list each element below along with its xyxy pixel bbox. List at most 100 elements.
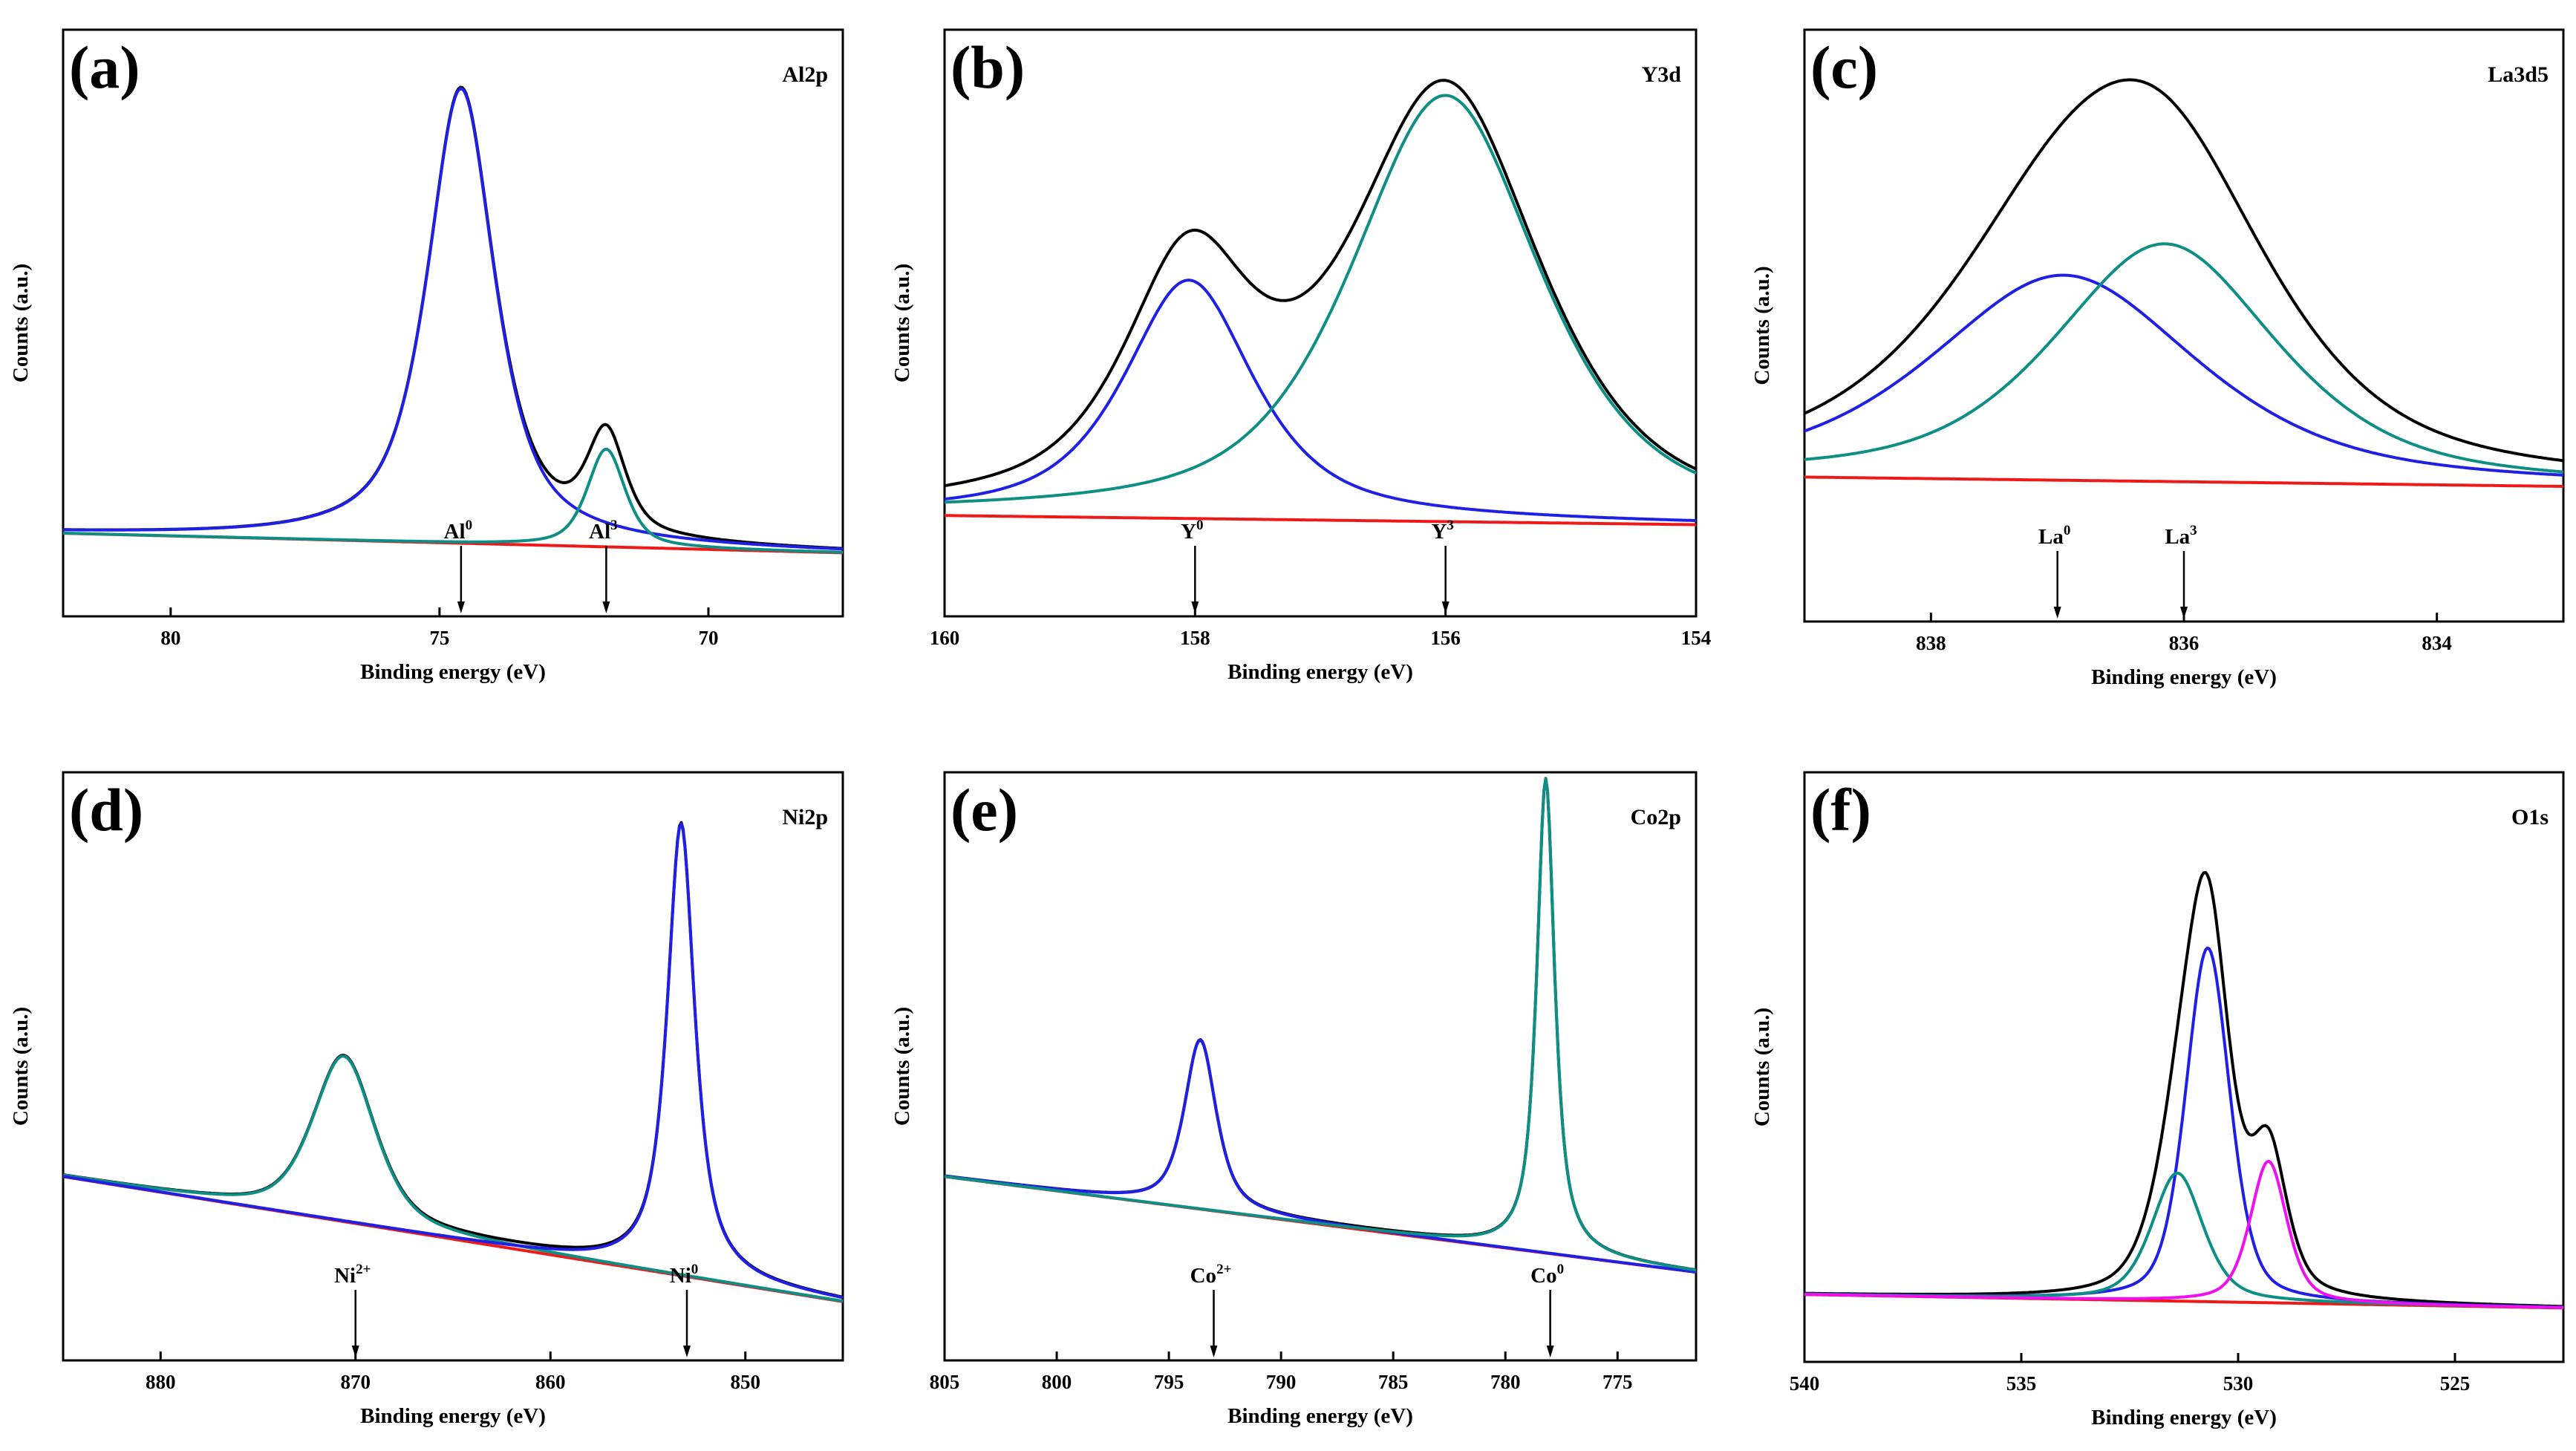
series-envelope-e <box>944 777 1697 1272</box>
y-axis-label-c: Counts (a.u.) <box>1750 266 1774 385</box>
x-tick-label-e: 780 <box>1490 1371 1521 1393</box>
plot-area-c: 838 836 834 La0 La3 <box>1803 28 2565 654</box>
y-axis-label-d: Counts (a.u.) <box>9 1007 33 1126</box>
state-arrowhead-c <box>2053 607 2061 619</box>
element-label-c: La3d5 <box>2488 62 2549 87</box>
x-tick-label-e: 775 <box>1602 1371 1633 1393</box>
series-o-adsorbed-f <box>1804 1171 2564 1309</box>
x-tick-label-c: 836 <box>2169 632 2200 654</box>
panel-label-e: (e) <box>950 776 1018 844</box>
x-tick-label-e: 785 <box>1378 1371 1409 1393</box>
panel-label-c: (c) <box>1810 33 1878 101</box>
series-o-hydroxyl-f <box>1804 1159 2564 1309</box>
series-la0-c <box>1804 273 2564 477</box>
x-tick-label-b: 154 <box>1681 627 1712 649</box>
plot-frame-b <box>943 28 1698 618</box>
state-arrowhead-c <box>2180 607 2188 619</box>
plot-frame-e <box>943 771 1698 1362</box>
x-tick-label-b: 156 <box>1430 627 1461 649</box>
x-tick-label-f: 525 <box>2440 1372 2471 1395</box>
state-label-d: Ni2+ <box>334 1262 371 1288</box>
series-envelope-d <box>62 821 844 1299</box>
x-tick-label-d: 880 <box>146 1371 176 1393</box>
x-tick-label-c: 838 <box>1916 632 1946 654</box>
series-envelope-f <box>1804 871 2563 1308</box>
state-arrowhead-e <box>1210 1346 1218 1357</box>
plot-area-a: 80 75 70 Al0 Al3 <box>62 28 844 649</box>
series-la3--c <box>1804 242 2564 474</box>
x-axis-label-c: Binding energy (eV) <box>2091 665 2277 689</box>
element-label-e: Co2p <box>1631 805 1681 829</box>
x-tick-label-d: 860 <box>535 1371 566 1393</box>
series-co2--e <box>944 1038 1697 1274</box>
element-label-b: Y3d <box>1642 62 1682 87</box>
series-y3--b <box>944 94 1697 504</box>
x-tick-label-a: 80 <box>160 627 180 649</box>
plot-area-d: 880 870 860 850 Ni2+ Ni0 <box>62 771 844 1393</box>
series-o-lattice-f <box>1804 946 2564 1309</box>
plot-frame-d <box>62 771 844 1362</box>
state-arrowhead-b <box>1441 601 1450 613</box>
panel-label-a: (a) <box>69 33 140 101</box>
x-tick-label-f: 530 <box>2223 1372 2254 1395</box>
panel-d: 880 870 860 850 Ni2+ Ni0 (d) Ni2p Binding energy… <box>9 771 844 1428</box>
state-label-e: Co2+ <box>1190 1262 1232 1288</box>
panel-b: 160 158 156 154 Y0 Y3 (b) Y3d Binding energy (eV… <box>890 28 1712 684</box>
series-y0-b <box>944 278 1697 523</box>
plot-area-e: 805 800 795 790 785 780 775 Co2+ Co0 <box>930 771 1698 1393</box>
series-al3--a <box>62 447 844 554</box>
y-axis-label-e: Counts (a.u.) <box>890 1007 914 1126</box>
x-tick-label-a: 75 <box>429 627 449 649</box>
state-label-b: Y0 <box>1181 518 1203 544</box>
state-label-a: Al3 <box>589 518 618 544</box>
x-tick-label-e: 805 <box>930 1371 960 1393</box>
x-axis-label-d: Binding energy (eV) <box>360 1404 546 1428</box>
state-label-d: Ni0 <box>670 1262 699 1288</box>
panel-label-d: (d) <box>69 776 143 844</box>
state-label-c: La0 <box>2038 523 2070 549</box>
panel-label-b: (b) <box>950 33 1025 101</box>
state-label-c: La3 <box>2165 523 2197 549</box>
state-arrowhead-b <box>1191 601 1199 613</box>
state-arrowhead-a <box>457 601 465 613</box>
x-axis-label-b: Binding energy (eV) <box>1227 660 1413 684</box>
y-axis-label-a: Counts (a.u.) <box>9 264 33 382</box>
state-arrowhead-d <box>351 1346 359 1357</box>
element-label-a: Al2p <box>782 62 828 87</box>
plot-frame-a <box>62 28 844 618</box>
plot-area-b: 160 158 156 154 Y0 Y3 <box>930 28 1712 649</box>
series-envelope-b <box>944 79 1697 488</box>
series-co0-e <box>944 777 1697 1272</box>
x-tick-label-f: 535 <box>2006 1372 2037 1395</box>
series-background-c <box>1804 475 2563 488</box>
x-tick-label-b: 160 <box>930 627 960 649</box>
state-arrowhead-a <box>602 601 610 613</box>
element-label-d: Ni2p <box>782 805 828 829</box>
x-tick-label-f: 540 <box>1790 1372 1820 1395</box>
plot-area-f: 540 535 530 525 <box>1790 771 2565 1395</box>
state-label-a: Al0 <box>444 518 473 544</box>
panel-e: 805 800 795 790 785 780 775 Co2+ Co0 (e) Co2p Bindi… <box>890 771 1698 1428</box>
y-axis-label-b: Counts (a.u.) <box>890 264 914 382</box>
element-label-f: O1s <box>2511 805 2549 829</box>
series-ni0-d <box>62 822 844 1300</box>
state-label-b: Y3 <box>1431 518 1453 544</box>
panel-f: 540 535 530 525 (f) O1s Binding energy (eV) Cou… <box>1750 771 2565 1429</box>
x-tick-label-e: 790 <box>1266 1371 1297 1393</box>
panel-c: 838 836 834 La0 La3 (c) La3d5 Binding energy (e… <box>1750 28 2565 689</box>
y-axis-label-f: Counts (a.u.) <box>1750 1008 1774 1126</box>
panel-label-f: (f) <box>1810 776 1871 844</box>
x-axis-label-f: Binding energy (eV) <box>2091 1406 2277 1429</box>
x-tick-label-b: 158 <box>1180 627 1210 649</box>
series-envelope-c <box>1804 78 2564 463</box>
state-label-e: Co0 <box>1530 1262 1564 1288</box>
plot-frame-f <box>1803 771 2565 1363</box>
state-arrowhead-e <box>1546 1346 1554 1357</box>
x-tick-label-e: 795 <box>1154 1371 1184 1393</box>
x-tick-label-a: 70 <box>698 627 718 649</box>
series-background-b <box>945 514 1697 526</box>
x-axis-label-a: Binding energy (eV) <box>360 660 546 684</box>
x-tick-label-e: 800 <box>1042 1371 1072 1393</box>
x-tick-label-d: 850 <box>731 1371 761 1393</box>
